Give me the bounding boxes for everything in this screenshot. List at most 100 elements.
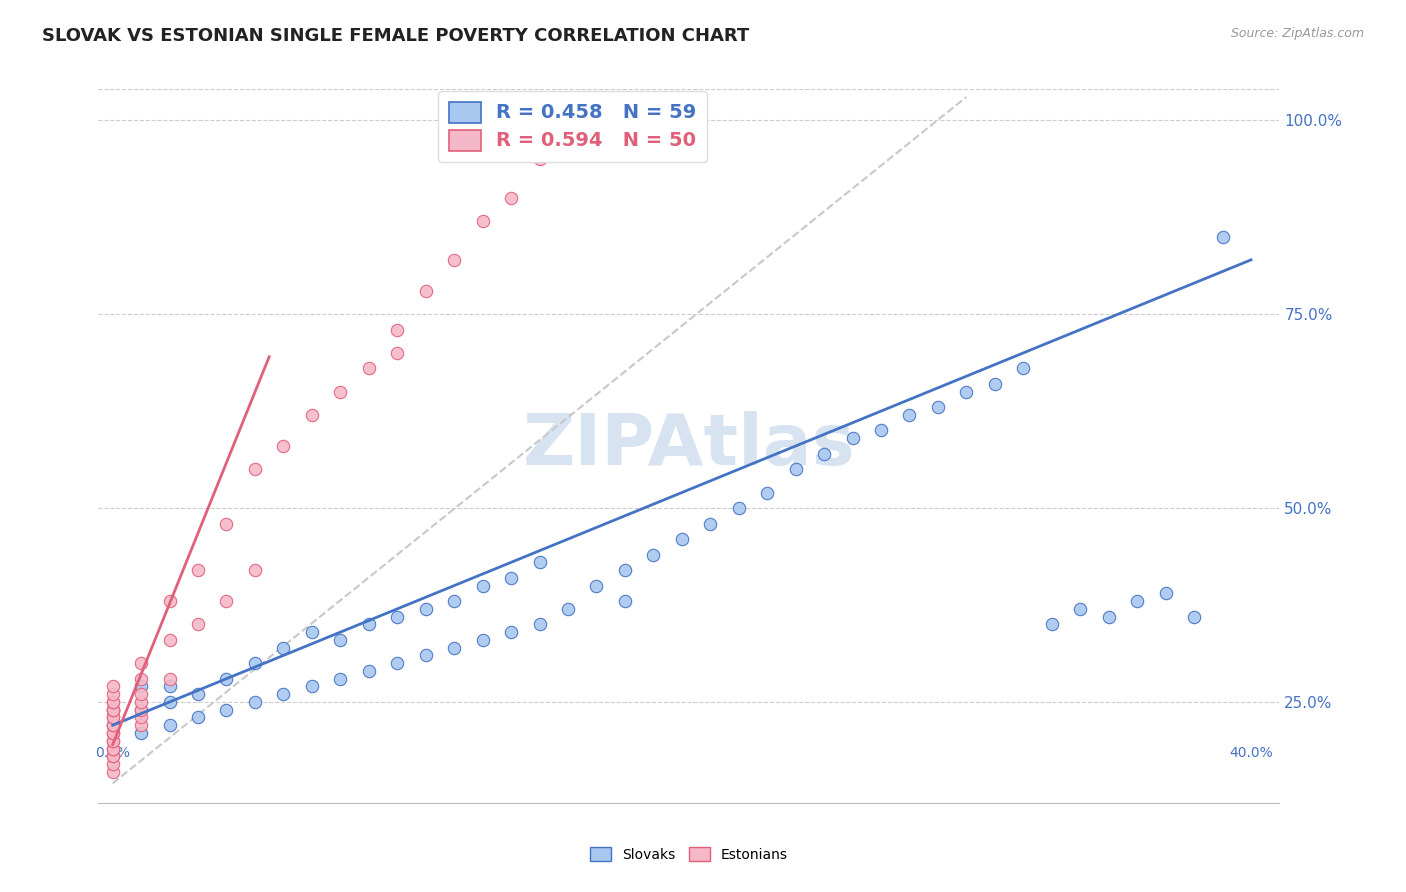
Point: [471, 579, 494, 593]
Point: [273, 439, 295, 453]
Text: 40.0%: 40.0%: [1229, 746, 1272, 760]
Point: [613, 563, 636, 577]
Point: [1154, 586, 1177, 600]
Point: [557, 136, 579, 151]
Point: [613, 594, 636, 608]
Point: [129, 672, 152, 686]
Point: [1212, 229, 1234, 244]
Point: [129, 726, 152, 740]
Point: [101, 695, 124, 709]
Point: [101, 703, 124, 717]
Point: [187, 710, 209, 724]
Point: [387, 323, 409, 337]
Point: [215, 594, 238, 608]
Point: [159, 594, 181, 608]
Point: [101, 718, 124, 732]
Point: [129, 703, 152, 717]
Point: [301, 625, 323, 640]
Point: [129, 703, 152, 717]
Point: [557, 602, 579, 616]
Point: [499, 571, 522, 585]
Point: [101, 733, 124, 747]
Point: [243, 695, 266, 709]
Point: [187, 563, 209, 577]
Point: [984, 376, 1007, 391]
Point: [841, 431, 863, 445]
Point: [101, 757, 124, 772]
Point: [101, 726, 124, 740]
Point: [273, 687, 295, 701]
Point: [357, 361, 380, 376]
Point: [101, 687, 124, 701]
Point: [499, 191, 522, 205]
Point: [329, 384, 352, 399]
Point: [415, 602, 437, 616]
Point: [215, 672, 238, 686]
Point: [585, 579, 607, 593]
Point: [529, 152, 551, 166]
Point: [1012, 361, 1035, 376]
Point: [129, 687, 152, 701]
Point: [159, 695, 181, 709]
Point: [301, 408, 323, 422]
Point: [387, 346, 409, 360]
Point: [443, 594, 465, 608]
Point: [101, 710, 124, 724]
Point: [129, 718, 152, 732]
Point: [443, 640, 465, 655]
Point: [357, 664, 380, 678]
Point: [101, 749, 124, 764]
Point: [529, 555, 551, 569]
Point: [870, 424, 893, 438]
Point: [529, 617, 551, 632]
Point: [101, 741, 124, 756]
Point: [187, 617, 209, 632]
Point: [643, 548, 665, 562]
Point: [159, 672, 181, 686]
Point: [1040, 617, 1063, 632]
Point: [273, 640, 295, 655]
Point: [101, 726, 124, 740]
Point: [159, 680, 181, 694]
Point: [357, 617, 380, 632]
Point: [387, 656, 409, 670]
Point: [443, 252, 465, 267]
Point: [1069, 602, 1091, 616]
Legend: Slovaks, Estonians: Slovaks, Estonians: [585, 841, 793, 867]
Point: [159, 632, 181, 647]
Point: [415, 648, 437, 663]
Point: [101, 718, 124, 732]
Point: [187, 687, 209, 701]
Point: [129, 656, 152, 670]
Point: [785, 462, 807, 476]
Point: [101, 741, 124, 756]
Text: 0.0%: 0.0%: [96, 746, 131, 760]
Point: [585, 120, 607, 135]
Point: [1182, 609, 1205, 624]
Point: [813, 447, 835, 461]
Point: [499, 625, 522, 640]
Point: [301, 680, 323, 694]
Point: [243, 656, 266, 670]
Point: [101, 703, 124, 717]
Point: [129, 710, 152, 724]
Point: [387, 609, 409, 624]
Point: [927, 401, 949, 415]
Point: [101, 710, 124, 724]
Point: [415, 284, 437, 298]
Point: [101, 718, 124, 732]
Point: [159, 718, 181, 732]
Point: [129, 695, 152, 709]
Point: [101, 764, 124, 779]
Text: Source: ZipAtlas.com: Source: ZipAtlas.com: [1230, 27, 1364, 40]
Point: [101, 703, 124, 717]
Point: [101, 680, 124, 694]
Point: [129, 680, 152, 694]
Point: [101, 733, 124, 747]
Point: [1126, 594, 1149, 608]
Point: [955, 384, 977, 399]
Point: [215, 703, 238, 717]
Point: [1098, 609, 1121, 624]
Point: [898, 408, 921, 422]
Point: [101, 695, 124, 709]
